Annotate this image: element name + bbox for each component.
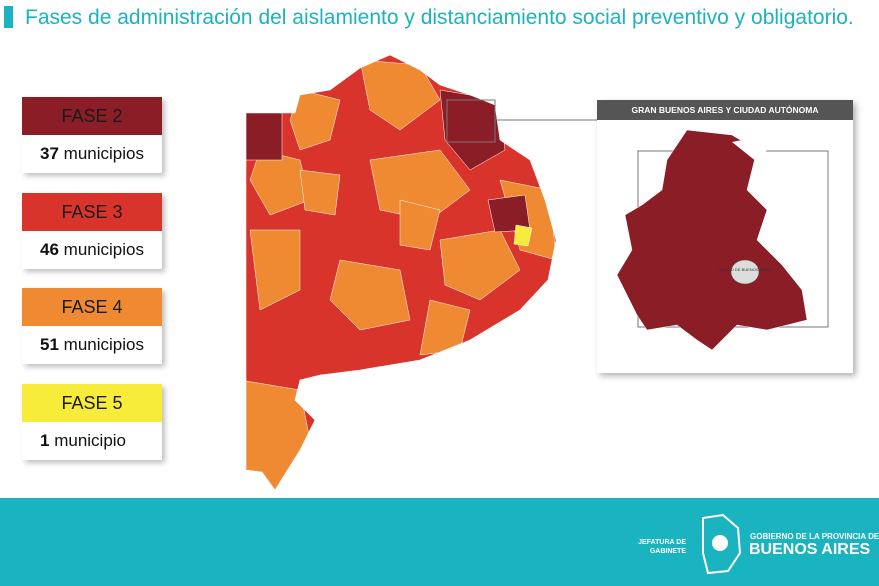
count: 37 [40,144,59,163]
footer-left: JEFATURA DE GABINETE [638,539,686,555]
unit: municipios [63,335,144,354]
zoom-box [446,99,496,143]
unit: municipios [63,240,144,259]
legend-phase: FASE 2 [22,97,162,135]
legend-count: 1 municipio [22,422,162,460]
unit: municipios [63,144,144,163]
logo [702,513,742,575]
legend-item: FASE 3 46 municipios [22,193,162,269]
region [249,229,301,311]
province [246,55,556,490]
legend-count: 51 municipios [22,326,162,364]
logo-shape [702,513,742,575]
region [399,199,441,251]
region [246,379,311,490]
logo-dot [712,535,728,551]
footer: JEFATURA DE GABINETE GOBIERNO DE LA PROV… [0,498,879,586]
city-label: CIUDAD DE BUENOS AIRES [719,267,772,272]
region [249,149,311,216]
legend-phase: FASE 3 [22,193,162,231]
inset: CIUDAD DE BUENOS AIRES GRAN BUENOS AIRES… [597,100,853,373]
region [299,169,341,216]
inset-map: CIUDAD DE BUENOS AIRES [616,129,829,351]
legend-item: FASE 2 37 municipios [22,97,162,173]
count: 51 [40,335,59,354]
caba [730,259,760,285]
region [513,224,533,247]
legend-phase: FASE 5 [22,384,162,422]
count: 1 [40,431,50,450]
region [439,229,521,301]
region [369,149,471,221]
legend-count: 37 municipios [22,135,162,173]
footer-right-top: GOBIERNO DE LA PROVINCIA DE [750,532,879,541]
region [289,89,341,151]
gba-region [616,129,808,351]
map [245,54,597,491]
province-outline [245,54,557,491]
region [329,259,411,331]
legend-item: FASE 4 51 municipios [22,288,162,364]
unit: municipio [54,431,127,450]
legend-phase: FASE 4 [22,288,162,326]
river [732,138,767,162]
count: 46 [40,240,59,259]
inset-title: GRAN BUENOS AIRES Y CIUDAD AUTÓNOMA [597,100,853,120]
title: Fases de administración del aislamiento … [4,6,854,30]
legend-count: 46 municipios [22,231,162,269]
footer-right-main: BUENOS AIRES [749,541,871,558]
